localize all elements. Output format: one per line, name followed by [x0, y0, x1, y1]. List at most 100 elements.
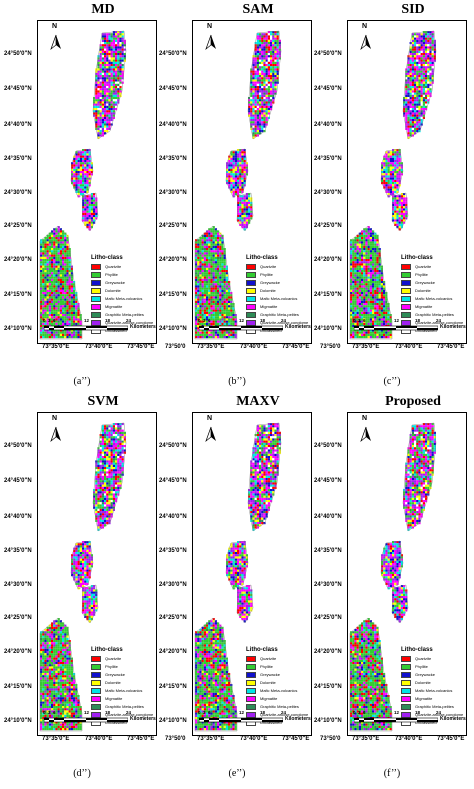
scale-tick-label: 12: [394, 318, 400, 323]
legend-label: Quartzite-arkose-conglome: [105, 712, 154, 717]
legend-swatch: [401, 672, 411, 678]
legend-swatch: [91, 272, 101, 278]
legend-item: Quartzite-arkose-conglome: [246, 319, 308, 327]
legend-item: Quartzite-arkose-conglome: [401, 711, 463, 719]
legend-item: Greywacke: [91, 279, 153, 287]
legend-label: Migmatite: [415, 304, 433, 309]
latitude-label: 24°10'0"N: [314, 718, 342, 724]
latitude-label: 24°50'0"N: [4, 443, 32, 449]
longitude-label: 73°35'0"E: [42, 344, 70, 350]
latitude-label: 24°25'0"N: [314, 615, 342, 621]
latitude-label: 24°25'0"N: [314, 223, 342, 229]
scale-tick-label: 3: [203, 318, 206, 323]
legend-swatch: [401, 320, 411, 326]
scale-unit-label: Kilometers: [285, 324, 311, 330]
scale-unit-label: Kilometers: [130, 324, 156, 330]
scale-tick-label: 24: [281, 710, 287, 715]
legend-label: Greywacke: [415, 280, 436, 285]
scale-unit-label: Kilometers: [440, 324, 466, 330]
legend-item: Migmatite: [91, 695, 153, 703]
panel-proposed: Proposed 24°50'0"N 24°45'0"N 24°40'0"N 24°35…: [310, 392, 470, 784]
legend-swatch: [401, 280, 411, 286]
legend-label: Quartzite: [415, 264, 432, 269]
legend-swatch: [401, 304, 411, 310]
region-outline-central-lobe-2: [236, 192, 254, 232]
scale-tick-label: 12: [394, 710, 400, 715]
latitude-label: 24°45'0"N: [4, 478, 32, 484]
latitude-label: 24°30'0"N: [314, 582, 342, 588]
latitude-label: 24°25'0"N: [159, 223, 187, 229]
legend-label: Mafic Meta-volcanics: [260, 688, 298, 693]
scale-bar-graphic: [199, 325, 283, 331]
region-outline-central-lobes: [380, 540, 404, 590]
longitude-label: 73°40'0"E: [85, 736, 113, 742]
longitude-label: 73°35'0"E: [197, 344, 225, 350]
scale-tick-label: 24: [436, 710, 442, 715]
legend-item: Mafic Meta-volcanics: [401, 687, 463, 695]
legend-swatch: [91, 672, 101, 678]
scale-bar-graphic: [44, 325, 128, 331]
legend-label: Migmatite: [105, 696, 123, 701]
latitude-label: 24°45'0"N: [159, 478, 187, 484]
scale-tick-label: 3: [48, 318, 51, 323]
region-outline-north-strip: [402, 422, 437, 532]
legend-swatch: [246, 272, 256, 278]
longitude-label: 73°45'0"E: [282, 736, 310, 742]
scale-tick-label: 18: [260, 710, 266, 715]
longitude-label: 73°45'0"E: [437, 344, 465, 350]
panel-title: MD: [91, 2, 115, 17]
latitude-label: 24°45'0"N: [4, 86, 32, 92]
legend-label: Mafic Meta-volcanics: [105, 688, 143, 693]
latitude-label: 24°50'0"N: [314, 51, 342, 57]
legend-label: Migmatite: [105, 304, 123, 309]
longitude-label: 73°50'0: [165, 736, 186, 742]
north-arrow-glyph: [360, 34, 371, 51]
classified-map: [349, 30, 437, 340]
legend-swatch: [91, 696, 101, 702]
legend-label: Graphitic Meta-pelites: [415, 704, 454, 709]
legend-swatch: [91, 712, 101, 718]
scale-bar-graphic: [354, 717, 438, 723]
legend-label: Migmatite: [260, 304, 278, 309]
legend-item: Phyllite: [401, 271, 463, 279]
region-outline-central-lobe-2: [391, 584, 409, 624]
scale-tick-label: 12: [84, 318, 90, 323]
north-label: N: [52, 415, 58, 422]
legend-label: Quartzite: [105, 656, 122, 661]
scale-tick-label: 6: [53, 710, 56, 715]
legend: Litho-class Quartzite Phyllite Greywacke Dol…: [91, 646, 153, 727]
legend-swatch: [246, 696, 256, 702]
legend-swatch: [91, 688, 101, 694]
legend-label: Quartzite-arkose-conglome: [260, 712, 309, 717]
region-outline-central-lobe-2: [236, 584, 254, 624]
panel-caption: (e’’): [228, 768, 246, 779]
region-outline-north-strip: [247, 422, 282, 532]
legend-item: Quartzite-arkose-conglome: [401, 319, 463, 327]
legend-label: Quartzite-arkose-conglome: [105, 320, 154, 325]
classified-map: [349, 422, 437, 732]
legend-swatch: [401, 264, 411, 270]
legend-swatch: [401, 656, 411, 662]
scale-tick-label: 24: [436, 318, 442, 323]
legend-item: Migmatite: [246, 303, 308, 311]
scale-tick-label: 12: [239, 710, 245, 715]
longitude-label: 73°35'0"E: [352, 344, 380, 350]
legend-item: Quartzite: [401, 263, 463, 271]
legend-item: Mafic Meta-volcanics: [246, 295, 308, 303]
region-outline-north-strip: [247, 30, 282, 140]
region-outline-central-lobes: [70, 148, 94, 198]
scale-tick-label: 3: [358, 318, 361, 323]
legend-label: Quartzite-arkose-conglome: [415, 320, 464, 325]
legend-swatch: [91, 304, 101, 310]
classification-pixels: [350, 31, 436, 339]
legend-item: Dolomite: [91, 679, 153, 687]
scale-tick-label: 12: [84, 710, 90, 715]
longitude-label: 73°40'0"E: [85, 344, 113, 350]
legend-swatch: [401, 704, 411, 710]
scale-tick-label: 3: [203, 710, 206, 715]
scale-tick-label: 18: [105, 710, 111, 715]
legend-swatch: [246, 312, 256, 318]
scale-unit-label: Kilometers: [440, 716, 466, 722]
legend-title: Litho-class: [91, 255, 123, 261]
latitude-label: 24°50'0"N: [4, 51, 32, 57]
